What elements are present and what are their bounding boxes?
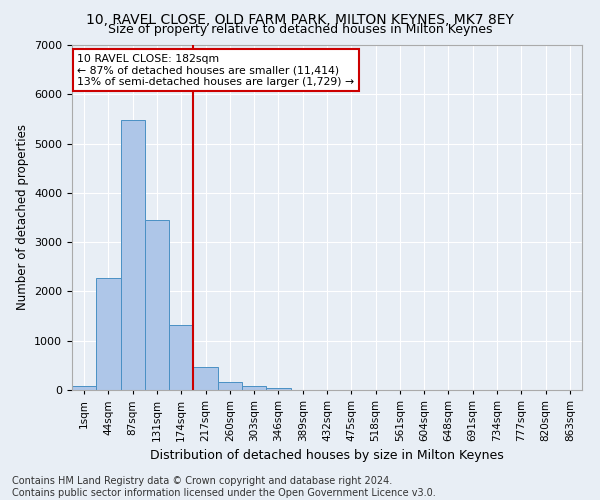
Bar [242,386,266,390]
Y-axis label: Number of detached properties: Number of detached properties [16,124,29,310]
Bar [145,220,169,390]
Text: 10, RAVEL CLOSE, OLD FARM PARK, MILTON KEYNES, MK7 8EY: 10, RAVEL CLOSE, OLD FARM PARK, MILTON K… [86,12,514,26]
Bar [218,382,242,390]
Text: 10 RAVEL CLOSE: 182sqm
← 87% of detached houses are smaller (11,414)
13% of semi: 10 RAVEL CLOSE: 182sqm ← 87% of detached… [77,54,354,87]
Bar [169,326,193,390]
Text: Contains HM Land Registry data © Crown copyright and database right 2024.
Contai: Contains HM Land Registry data © Crown c… [12,476,436,498]
Text: Size of property relative to detached houses in Milton Keynes: Size of property relative to detached ho… [108,22,492,36]
Bar [266,388,290,390]
Bar [96,278,121,390]
Bar [121,120,145,390]
Bar [193,367,218,390]
Bar [72,386,96,390]
X-axis label: Distribution of detached houses by size in Milton Keynes: Distribution of detached houses by size … [150,450,504,462]
